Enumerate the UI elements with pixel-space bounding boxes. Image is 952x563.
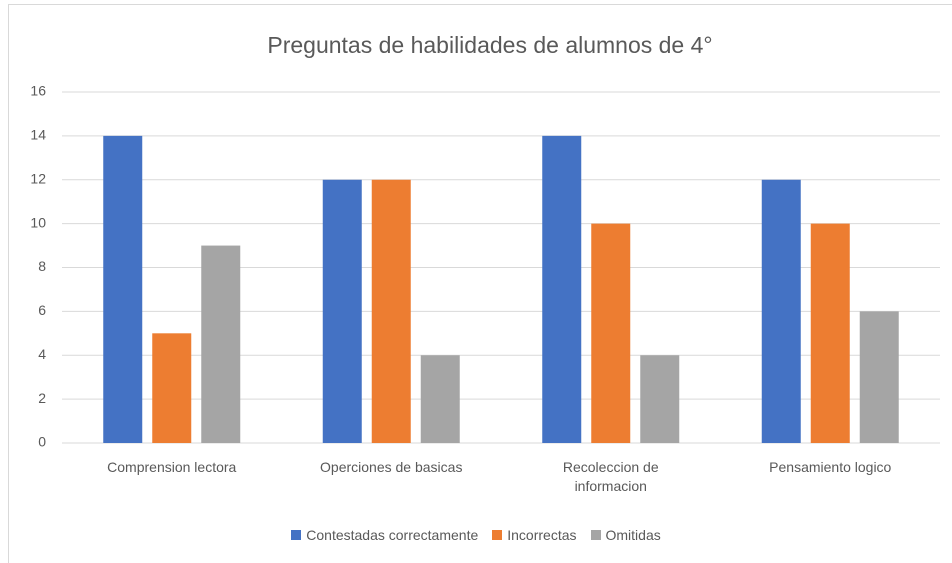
y-tick-label: 4	[38, 346, 46, 362]
y-tick-label: 8	[38, 258, 46, 274]
y-tick-label: 6	[38, 302, 46, 318]
x-tick-label: Recoleccion de informacion	[562, 459, 659, 494]
bar	[542, 135, 582, 443]
chart-border	[8, 4, 952, 563]
x-tick-label: Comprension lectora	[107, 459, 237, 475]
legend-label: Contestadas correctamente	[306, 527, 479, 543]
bar	[201, 245, 241, 443]
legend-swatch	[590, 530, 601, 540]
legend-item: Omitidas	[590, 527, 661, 543]
x-tick-label: Operciones de basicas	[320, 459, 463, 475]
legend-label: Incorrectas	[507, 527, 577, 543]
legend: Contestadas correctamente Incorrectas Omit…	[0, 527, 952, 543]
bar	[761, 179, 801, 443]
legend-item: Incorrectas	[492, 527, 577, 543]
legend-swatch	[291, 530, 302, 540]
chart-title: Preguntas de habilidades de alumnos de 4…	[267, 32, 712, 58]
legend-item: Contestadas correctamente	[291, 527, 478, 543]
x-tick-label: Pensamiento logico	[769, 459, 892, 475]
y-tick-label: 2	[38, 390, 46, 406]
bar	[152, 333, 192, 443]
bar	[810, 223, 850, 443]
bar	[371, 179, 411, 443]
bar	[322, 179, 362, 443]
bar	[859, 311, 899, 443]
y-tick-label: 10	[30, 214, 46, 230]
legend-label: Omitidas	[605, 527, 661, 543]
bar	[640, 355, 680, 443]
bar	[420, 355, 460, 443]
legend-swatch	[492, 530, 503, 540]
y-tick-label: 14	[30, 127, 46, 143]
y-tick-label: 16	[30, 83, 46, 99]
y-tick-label: 0	[38, 434, 46, 450]
bar	[103, 135, 143, 443]
y-tick-label: 12	[30, 170, 46, 186]
bar	[591, 223, 631, 443]
